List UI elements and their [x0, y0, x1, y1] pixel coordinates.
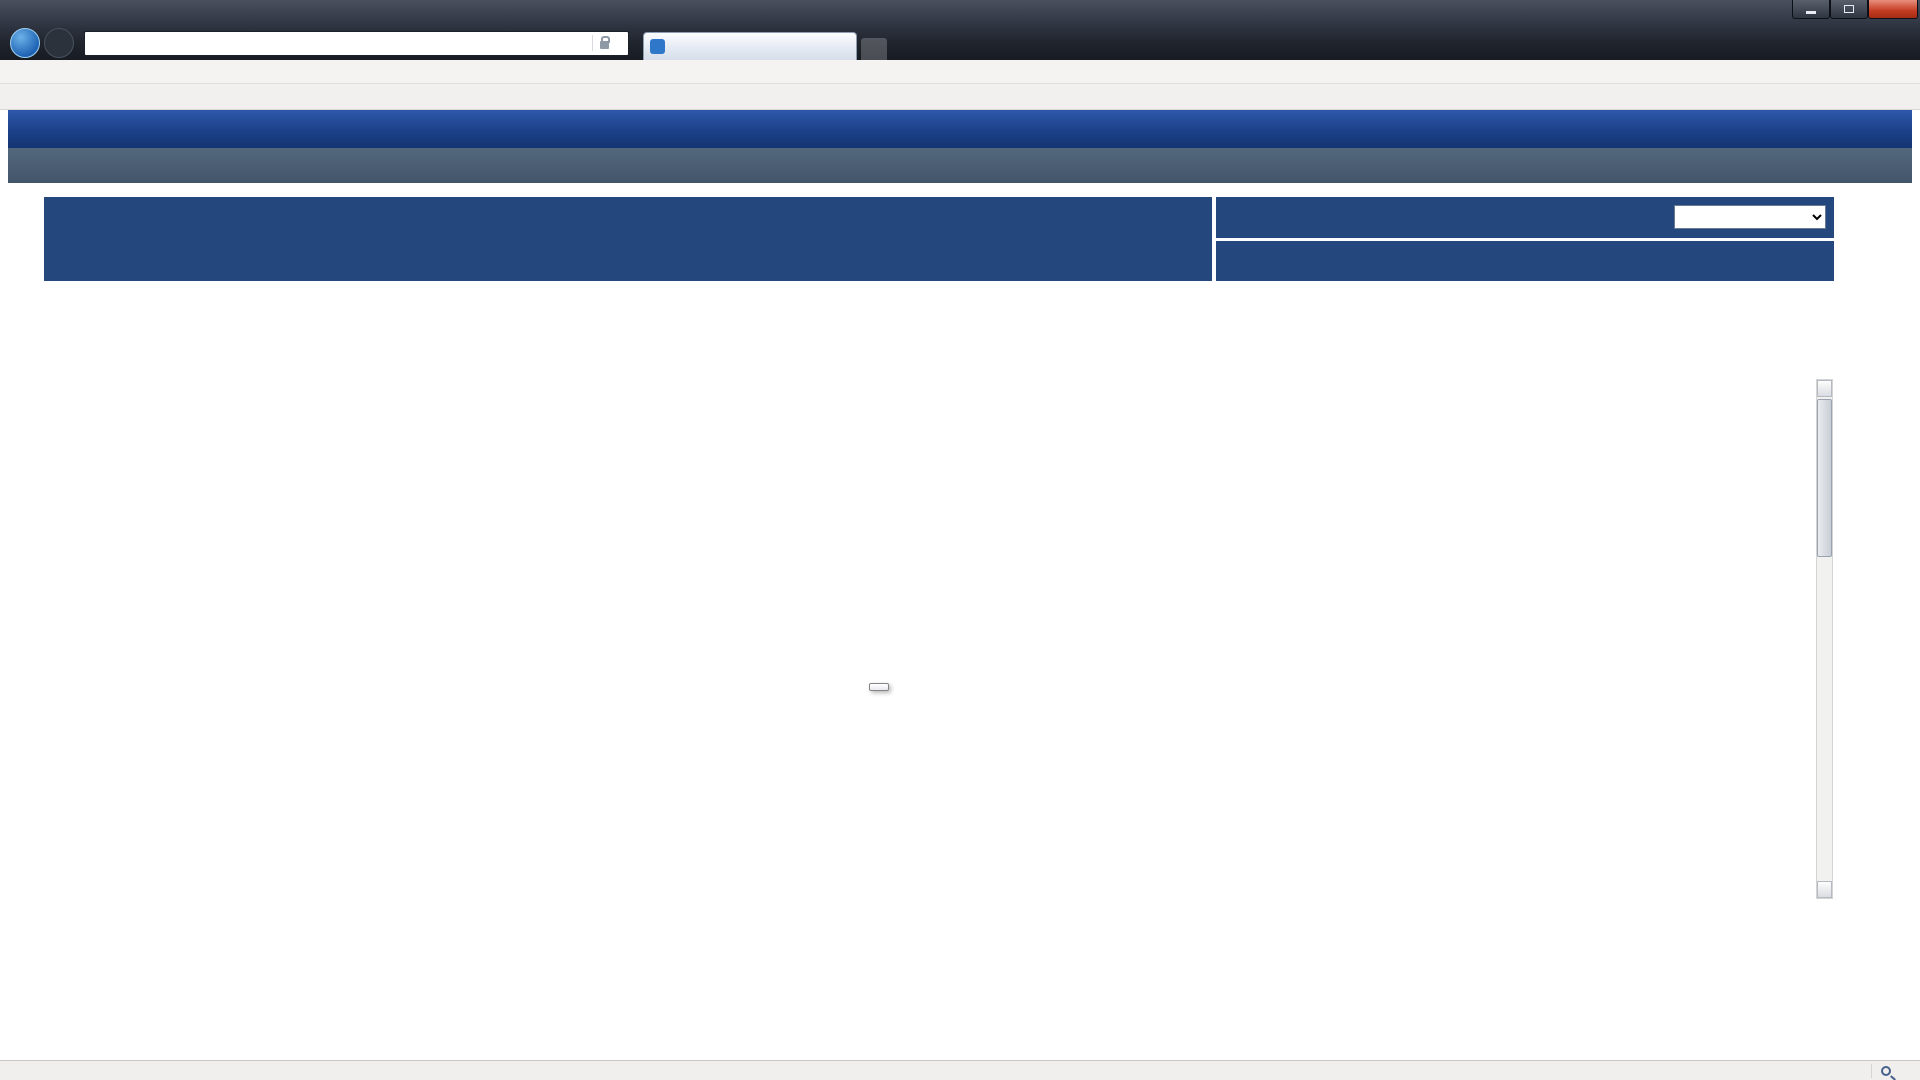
- zoom-magnifier-icon: [1881, 1066, 1891, 1076]
- tooltip: [869, 683, 889, 691]
- browser-navigation-row: [0, 26, 1920, 60]
- report-title-box: [44, 197, 1212, 281]
- window-titlebar[interactable]: [0, 0, 1920, 26]
- minimize-icon: [1806, 11, 1816, 14]
- scrollbar-thumb[interactable]: [1817, 399, 1832, 557]
- state-row: [1216, 197, 1834, 238]
- address-bar[interactable]: [84, 31, 629, 56]
- window-controls: [1792, 0, 1918, 19]
- table-viewport: [44, 284, 1816, 899]
- close-window-button[interactable]: [1868, 0, 1918, 19]
- report-content: [8, 183, 1912, 899]
- minimize-button[interactable]: [1792, 0, 1830, 19]
- maximize-icon: [1844, 5, 1854, 13]
- browser-tab[interactable]: [643, 32, 857, 60]
- browser-chrome: [0, 0, 1920, 60]
- report-header: [44, 197, 1834, 281]
- status-bar: [0, 1060, 1920, 1080]
- main-navigation-bar: [8, 148, 1912, 183]
- state-select[interactable]: [1674, 205, 1826, 229]
- separator: [592, 35, 593, 51]
- https-lock-icon: [600, 41, 609, 49]
- tab-favicon-icon: [650, 39, 665, 54]
- new-tab-button[interactable]: [861, 38, 887, 60]
- address-bar-icons: [585, 35, 623, 51]
- favorites-bar: [0, 84, 1920, 110]
- app-header: [8, 110, 1912, 148]
- vertical-scrollbar[interactable]: [1816, 379, 1833, 899]
- submission-date-row: [1216, 241, 1834, 282]
- report-controls-box: [1216, 197, 1834, 281]
- separator: [1871, 1064, 1872, 1078]
- scroll-down-icon[interactable]: [1817, 881, 1832, 898]
- scroll-up-icon[interactable]: [1817, 380, 1832, 397]
- menu-bar: [0, 60, 1920, 84]
- report-table-zone: [44, 284, 1834, 899]
- page: [0, 110, 1920, 1060]
- browser-forward-button[interactable]: [44, 28, 74, 58]
- browser-back-button[interactable]: [10, 28, 40, 58]
- maximize-button[interactable]: [1830, 0, 1868, 19]
